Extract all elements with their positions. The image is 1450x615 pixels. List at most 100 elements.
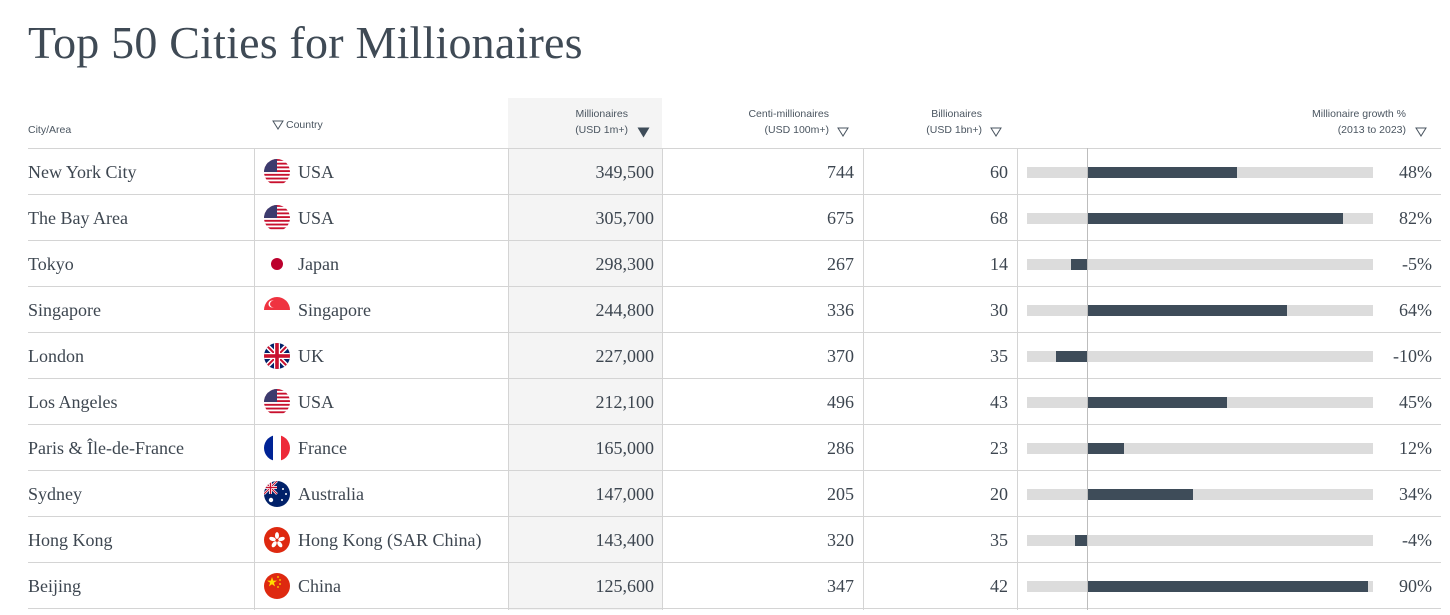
france-flag-icon [264,435,290,461]
table-row[interactable]: London UK 227,000 370 35 -10% [0,333,1450,379]
column-divider [508,148,509,610]
growth-value: 12% [1399,438,1432,458]
header-country[interactable]: Country [272,117,323,133]
filter-outline-icon[interactable] [272,120,284,131]
millionaires-value: 147,000 [595,484,655,504]
centi-millionaires-value: 744 [827,162,854,182]
growth-value: -4% [1402,530,1432,550]
table-row[interactable]: Paris & Île-de-France France 165,000 286 23 1… [0,425,1450,471]
header-growth-line1: Millionaire growth % [1312,108,1406,120]
billionaires-value: 23 [990,438,1008,458]
row-divider [28,332,1441,333]
country-name: Hong Kong (SAR China) [298,530,482,550]
column-divider [1017,148,1018,610]
centi-millionaires-value: 286 [827,438,854,458]
millionaires-value: 125,600 [595,576,655,596]
header-millionaires-line2: (USD 1m+) [575,124,628,136]
country-name: France [298,438,347,458]
usa-flag-icon [264,205,290,231]
city-name: Paris & Île-de-France [28,438,184,458]
sort-descending-icon[interactable] [637,127,650,138]
growth-value: -5% [1402,254,1432,274]
city-name: New York City [28,162,137,182]
table-row[interactable]: Hong Kong Hong Kong (SAR China) 143,400 320… [0,517,1450,563]
header-billionaires-line1: Billionaires [931,108,982,120]
usa-flag-icon [264,159,290,185]
row-divider [28,608,1441,609]
billionaires-value: 35 [990,530,1008,550]
country-name: UK [298,346,324,366]
uk-flag-icon [264,343,290,369]
growth-bar-track [1027,443,1373,454]
sorted-column-highlight [508,98,662,610]
table-divider [28,148,1441,149]
header-millionaires[interactable]: Millionaires (USD 1m+) [508,106,628,138]
growth-bar-track [1027,259,1373,270]
country-name: USA [298,392,335,412]
filter-outline-icon[interactable] [990,127,1002,137]
city-name: Tokyo [28,254,74,274]
row-divider [28,378,1441,379]
header-billionaires-line2: (USD 1bn+) [926,124,982,136]
millionaires-value: 165,000 [595,438,655,458]
australia-flag-icon [264,481,290,507]
table-row[interactable]: Los Angeles USA 212,100 496 43 45% [0,379,1450,425]
row-divider [28,424,1441,425]
millionaires-value: 227,000 [595,346,655,366]
table-row[interactable]: Singapore Singapore 244,800 336 30 64% [0,287,1450,333]
centi-millionaires-value: 370 [827,346,854,366]
centi-millionaires-value: 267 [827,254,854,274]
header-country-label: Country [286,119,323,131]
japan-flag-icon [264,251,290,277]
billionaires-value: 42 [990,576,1008,596]
billionaires-value: 68 [990,208,1008,228]
growth-bar-track [1027,351,1373,362]
singapore-flag-icon [264,297,290,323]
centi-millionaires-value: 347 [827,576,854,596]
billionaires-value: 30 [990,300,1008,320]
table-row[interactable]: Beijing China 125,600 347 42 90% [0,563,1450,609]
table-row[interactable]: New York City USA 349,500 744 60 48% [0,149,1450,195]
growth-bar [1087,581,1368,592]
table-row[interactable]: Tokyo Japan 298,300 267 14 -5% [0,241,1450,287]
millionaires-value: 349,500 [595,162,655,182]
column-divider [662,148,663,610]
filter-outline-icon[interactable] [1415,127,1427,137]
country-name: USA [298,208,335,228]
growth-value: 82% [1399,208,1432,228]
growth-value: -10% [1393,346,1432,366]
row-divider [28,240,1441,241]
growth-bar-track [1027,535,1373,546]
header-centi[interactable]: Centi-millionaires (USD 100m+) [700,106,829,138]
header-billionaires[interactable]: Billionaires (USD 1bn+) [880,106,982,138]
growth-value: 34% [1399,484,1432,504]
centi-millionaires-value: 336 [827,300,854,320]
row-divider [28,562,1441,563]
growth-bar [1087,213,1343,224]
country-name: Singapore [298,300,371,320]
growth-bar [1087,305,1287,316]
table-row[interactable]: The Bay Area USA 305,700 675 68 82% [0,195,1450,241]
page-title: Top 50 Cities for Millionaires [28,17,583,68]
millionaires-value: 305,700 [595,208,655,228]
header-centi-line2: (USD 100m+) [764,124,829,136]
column-divider [863,148,864,610]
growth-value: 64% [1399,300,1432,320]
header-growth[interactable]: Millionaire growth % (2013 to 2023) [1200,106,1406,138]
city-name: Los Angeles [28,392,118,412]
growth-value: 48% [1399,162,1432,182]
city-name: Beijing [28,576,81,596]
growth-bar-track [1027,489,1373,500]
row-divider [28,516,1441,517]
header-city: City/Area [28,124,72,136]
table-row[interactable]: Sydney Australia 147,000 205 20 34% [0,471,1450,517]
country-name: China [298,576,341,596]
row-divider [28,470,1441,471]
city-name: Sydney [28,484,82,504]
millionaires-value: 143,400 [595,530,655,550]
growth-bar [1087,397,1228,408]
country-name: USA [298,162,335,182]
growth-value: 90% [1399,576,1432,596]
filter-outline-icon[interactable] [837,127,849,137]
growth-bar [1087,443,1125,454]
